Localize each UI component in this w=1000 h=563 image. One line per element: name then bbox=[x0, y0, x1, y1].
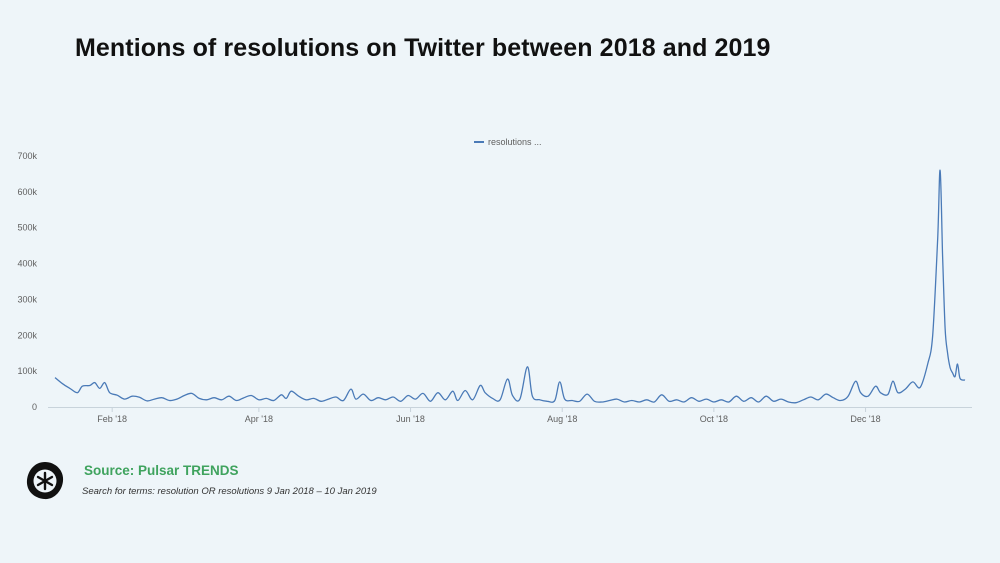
line-chart: resolutions ... 0 100k 200k 300k 400k 500k 600… bbox=[17, 137, 972, 424]
x-tick-label: Dec '18 bbox=[850, 414, 880, 424]
search-terms-note: Search for terms: resolution OR resoluti… bbox=[82, 486, 377, 497]
x-tick-label: Aug '18 bbox=[547, 414, 577, 424]
y-tick-label: 700k bbox=[17, 151, 37, 161]
x-tick-label: Oct '18 bbox=[700, 414, 728, 424]
y-tick-label: 200k bbox=[17, 330, 37, 340]
y-tick-label: 400k bbox=[17, 259, 37, 269]
legend-entry: resolutions ... bbox=[488, 137, 542, 147]
page-title: Mentions of resolutions on Twitter betwe… bbox=[75, 34, 771, 62]
x-tick-label: Jun '18 bbox=[396, 414, 425, 424]
y-tick-label: 600k bbox=[17, 187, 37, 197]
y-tick-label: 0 bbox=[32, 402, 37, 412]
source-label: Source: Pulsar TRENDS bbox=[84, 463, 239, 478]
pulsar-logo-icon bbox=[26, 462, 64, 500]
x-axis: Feb '18 Apr '18 Jun '18 Aug '18 Oct '18 Dec '… bbox=[97, 407, 881, 424]
series-line-resolutions[interactable] bbox=[54, 169, 966, 404]
y-tick-label: 300k bbox=[17, 294, 37, 304]
y-tick-label: 500k bbox=[17, 223, 37, 233]
y-tick-label: 100k bbox=[17, 366, 37, 376]
y-axis: 0 100k 200k 300k 400k 500k 600k 700k bbox=[17, 151, 37, 412]
x-tick-label: Feb '18 bbox=[97, 414, 127, 424]
x-tick-label: Apr '18 bbox=[245, 414, 273, 424]
chart-legend[interactable]: resolutions ... bbox=[474, 137, 542, 147]
